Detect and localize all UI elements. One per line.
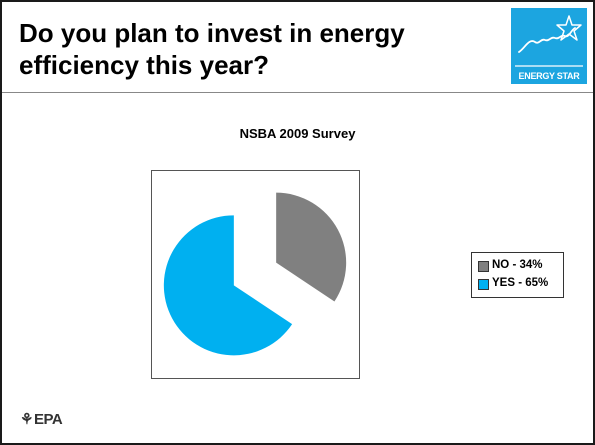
epa-logo: ⚘EPA — [20, 410, 63, 428]
chart-plot-area — [151, 170, 360, 379]
legend-label-no: NO - 34% — [492, 259, 543, 271]
legend-label-yes: YES - 65% — [492, 277, 549, 289]
legend-swatch-no — [478, 261, 489, 272]
slide-title: Do you plan to invest in energy efficien… — [19, 18, 405, 80]
energy-star-icon — [515, 15, 583, 67]
title-divider — [2, 92, 593, 93]
pie-chart — [163, 192, 347, 356]
energy-star-label: ENERGY STAR — [518, 71, 580, 81]
pie-slice-no — [276, 192, 347, 302]
legend-swatch-yes — [478, 279, 489, 290]
energy-star-logo: ENERGY STAR — [511, 8, 587, 84]
epa-logo-text: EPA — [33, 411, 63, 428]
chart-legend: NO - 34% YES - 65% — [471, 252, 564, 298]
chart-title: NSBA 2009 Survey — [239, 126, 356, 141]
epa-flower-icon: ⚘ — [20, 411, 33, 428]
pie-slice-yes — [163, 215, 293, 356]
